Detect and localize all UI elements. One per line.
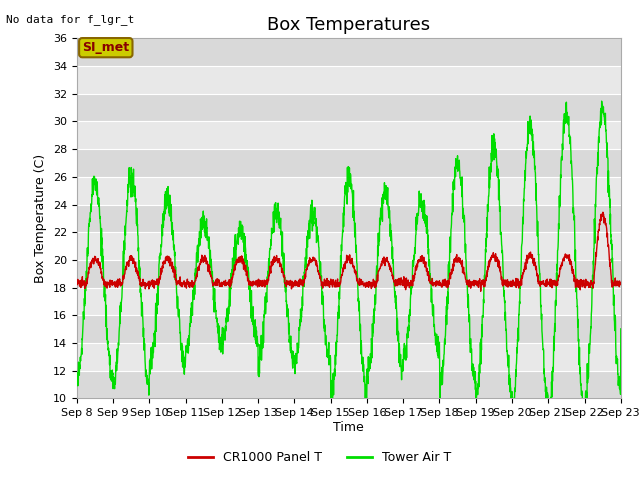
- Bar: [77, 94, 621, 121]
- Bar: [77, 315, 621, 343]
- Bar: [77, 260, 621, 288]
- Legend: CR1000 Panel T, Tower Air T: CR1000 Panel T, Tower Air T: [184, 446, 456, 469]
- Y-axis label: Box Temperature (C): Box Temperature (C): [35, 154, 47, 283]
- X-axis label: Time: Time: [333, 421, 364, 434]
- Bar: [77, 371, 621, 398]
- Title: Box Temperatures: Box Temperatures: [268, 16, 430, 34]
- Bar: [77, 204, 621, 232]
- Text: No data for f_lgr_t: No data for f_lgr_t: [6, 14, 134, 25]
- Bar: [77, 149, 621, 177]
- Bar: [77, 38, 621, 66]
- Text: SI_met: SI_met: [82, 41, 129, 54]
